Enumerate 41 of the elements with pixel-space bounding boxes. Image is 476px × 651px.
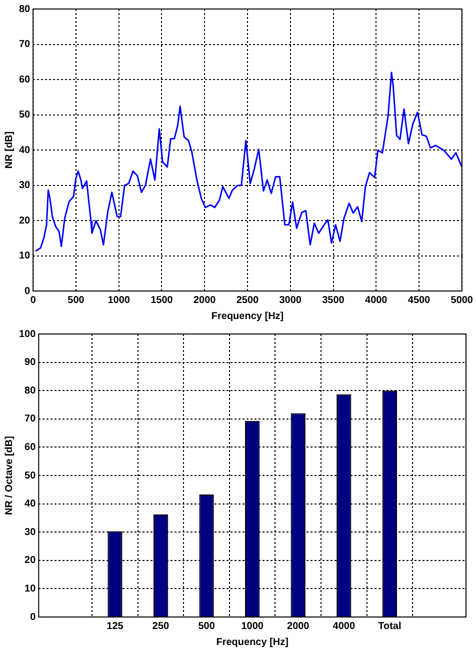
y-tick-label: 0 [30, 612, 36, 623]
x-axis-title: Frequency [Hz] [216, 636, 288, 648]
x-axis-title: Frequency [Hz] [211, 310, 284, 322]
x-tick-label: 3000 [279, 294, 302, 306]
x-tick-label: 500 [198, 620, 216, 632]
y-tick-label: 70 [24, 414, 36, 425]
x-tick-label: 250 [152, 620, 170, 632]
y-tick-label: 40 [19, 144, 31, 156]
x-tick-label: 500 [68, 294, 85, 306]
x-tick-label: 2500 [236, 294, 260, 306]
y-tick-label: 30 [19, 180, 31, 191]
y-tick-label: 30 [24, 526, 36, 538]
x-tick-label: 125 [106, 620, 124, 632]
y-tick-label: 50 [19, 110, 31, 120]
y-tick-label: 10 [19, 250, 31, 262]
y-tick-label: 80 [24, 385, 36, 396]
x-tick-label: 4500 [408, 294, 431, 306]
x-tick-label: Total [378, 620, 402, 632]
y-tick-label: 60 [24, 442, 36, 453]
x-tick-label: 4000 [365, 294, 388, 306]
y-axis-title: NR [dB] [4, 131, 15, 169]
x-tick-label: 2000 [194, 294, 216, 306]
y-tick-label: 20 [19, 215, 31, 226]
y-tick-label: 60 [19, 74, 31, 86]
y-axis-title: NR / Octave [dB] [4, 436, 15, 515]
x-tick-label: 5000 [450, 294, 474, 306]
y-tick-label: 90 [24, 357, 36, 368]
x-tick-label: 1500 [150, 294, 174, 306]
y-tick-label: 70 [19, 39, 31, 50]
x-tick-label: 1000 [241, 620, 264, 632]
x-tick-label: 3500 [322, 294, 345, 306]
y-tick-label: 0 [24, 286, 31, 297]
x-tick-label: 1000 [108, 294, 130, 306]
y-tick-label: 20 [24, 555, 36, 566]
y-tick-label: 50 [24, 470, 36, 482]
y-tick-label: 100 [18, 328, 36, 340]
y-tick-label: 40 [24, 498, 36, 510]
x-tick-label: 2000 [287, 620, 310, 632]
x-tick-label: 4000 [332, 620, 356, 632]
y-tick-label: 10 [24, 583, 36, 594]
y-tick-label: 80 [19, 4, 31, 15]
